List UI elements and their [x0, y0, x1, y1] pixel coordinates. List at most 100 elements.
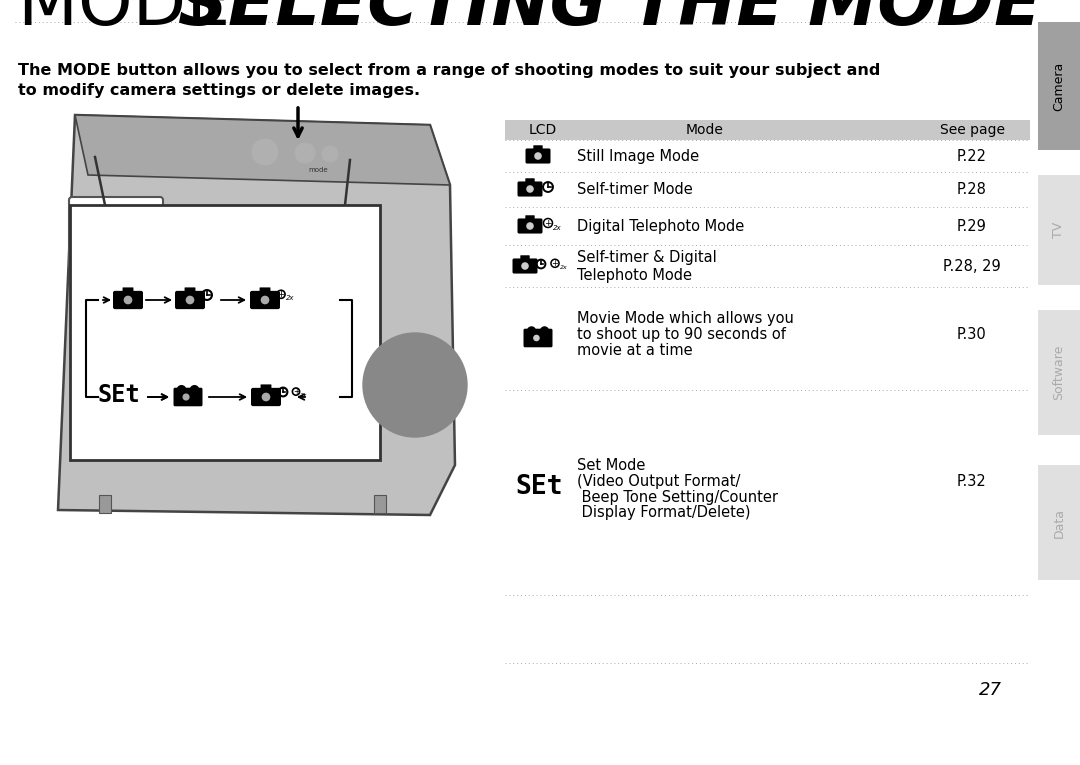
Text: Mode: Mode	[686, 123, 724, 137]
Text: P.29: P.29	[957, 219, 987, 233]
Text: +: +	[293, 387, 299, 396]
FancyBboxPatch shape	[259, 288, 270, 293]
Text: SEt: SEt	[97, 383, 140, 407]
Text: TV: TV	[1053, 222, 1066, 238]
Circle shape	[373, 343, 457, 427]
Polygon shape	[58, 115, 455, 515]
Bar	[1038, 310, 1080, 435]
FancyBboxPatch shape	[525, 178, 535, 184]
Circle shape	[363, 333, 467, 437]
Circle shape	[527, 186, 534, 192]
Text: to shoot up to 90 seconds of: to shoot up to 90 seconds of	[577, 327, 786, 341]
FancyBboxPatch shape	[521, 256, 529, 260]
Text: Digital Telephoto Mode: Digital Telephoto Mode	[577, 219, 744, 233]
Polygon shape	[75, 115, 450, 185]
Text: 27: 27	[978, 681, 1001, 699]
FancyBboxPatch shape	[517, 219, 542, 233]
Circle shape	[187, 296, 193, 304]
Text: to modify camera settings or delete images.: to modify camera settings or delete imag…	[18, 83, 420, 98]
Circle shape	[535, 153, 541, 159]
Text: Self-timer Mode: Self-timer Mode	[577, 181, 692, 197]
Bar	[70, 205, 380, 460]
Text: P.22: P.22	[957, 148, 987, 164]
Bar	[505, 120, 1030, 140]
Circle shape	[519, 260, 530, 272]
FancyBboxPatch shape	[69, 197, 163, 268]
Text: MODE: MODE	[18, 0, 253, 39]
Circle shape	[261, 296, 269, 304]
Circle shape	[407, 377, 423, 393]
Text: Software: Software	[1053, 345, 1066, 400]
Text: Set Mode: Set Mode	[577, 457, 646, 473]
Circle shape	[531, 333, 542, 343]
Circle shape	[184, 394, 189, 400]
Text: SEt: SEt	[515, 474, 563, 500]
Text: The ​MODE​ button allows you to select from a range of shooting modes to suit yo: The ​MODE​ button allows you to select f…	[18, 63, 880, 78]
FancyBboxPatch shape	[185, 288, 195, 293]
Circle shape	[522, 263, 528, 269]
FancyBboxPatch shape	[534, 145, 542, 151]
Text: Beep Tone Setting/Counter: Beep Tone Setting/Counter	[577, 490, 778, 504]
Circle shape	[534, 335, 539, 340]
Circle shape	[124, 296, 132, 304]
Text: +: +	[544, 219, 552, 227]
Circle shape	[259, 390, 273, 404]
Circle shape	[252, 139, 278, 165]
Circle shape	[397, 367, 433, 403]
Circle shape	[180, 392, 191, 402]
Text: 2x: 2x	[300, 392, 308, 398]
Text: P.30: P.30	[957, 327, 987, 341]
Text: Self-timer & Digital: Self-timer & Digital	[577, 249, 717, 265]
Circle shape	[532, 150, 543, 161]
Bar	[1038, 22, 1080, 150]
Text: (Video Output Format/: (Video Output Format/	[577, 474, 741, 489]
Circle shape	[541, 327, 549, 335]
Circle shape	[295, 143, 315, 163]
FancyBboxPatch shape	[525, 215, 535, 220]
Text: P.32: P.32	[957, 474, 987, 489]
FancyBboxPatch shape	[175, 291, 205, 309]
Text: Display Format/Delete): Display Format/Delete)	[577, 506, 751, 520]
FancyBboxPatch shape	[174, 388, 203, 406]
FancyBboxPatch shape	[517, 181, 542, 197]
Text: Still Image Mode: Still Image Mode	[577, 148, 699, 164]
Text: Movie Mode which allows you: Movie Mode which allows you	[577, 311, 794, 325]
FancyBboxPatch shape	[249, 291, 280, 309]
Circle shape	[528, 327, 536, 335]
Circle shape	[524, 220, 536, 232]
Bar	[374, 495, 386, 513]
Circle shape	[121, 293, 135, 307]
Bar	[1038, 175, 1080, 285]
Text: P.28: P.28	[957, 181, 987, 197]
Text: +: +	[552, 259, 558, 268]
FancyBboxPatch shape	[524, 329, 553, 347]
Text: See page: See page	[940, 123, 1004, 137]
Circle shape	[190, 386, 199, 394]
FancyBboxPatch shape	[526, 148, 551, 164]
Circle shape	[527, 223, 534, 229]
Text: 2x: 2x	[285, 295, 294, 301]
Text: LCD: LCD	[529, 123, 557, 137]
Text: 2x: 2x	[559, 265, 567, 270]
FancyBboxPatch shape	[513, 259, 538, 274]
FancyBboxPatch shape	[122, 288, 134, 293]
Text: +: +	[278, 290, 285, 299]
Text: Camera: Camera	[1053, 61, 1066, 111]
Circle shape	[524, 184, 536, 195]
Bar	[99, 495, 111, 513]
Text: Telephoto Mode: Telephoto Mode	[577, 268, 692, 282]
FancyBboxPatch shape	[113, 291, 143, 309]
Circle shape	[184, 293, 197, 307]
Bar	[1038, 465, 1080, 580]
FancyBboxPatch shape	[251, 388, 281, 406]
Text: SELECTING THE MODE: SELECTING THE MODE	[178, 0, 1041, 39]
Circle shape	[262, 393, 270, 401]
Text: P.28, 29: P.28, 29	[943, 259, 1001, 274]
Text: 2x: 2x	[553, 225, 562, 231]
FancyBboxPatch shape	[80, 206, 152, 259]
Circle shape	[384, 355, 445, 415]
Text: Data: Data	[1053, 507, 1066, 538]
Circle shape	[177, 386, 186, 394]
FancyBboxPatch shape	[260, 384, 271, 390]
Circle shape	[258, 293, 272, 307]
